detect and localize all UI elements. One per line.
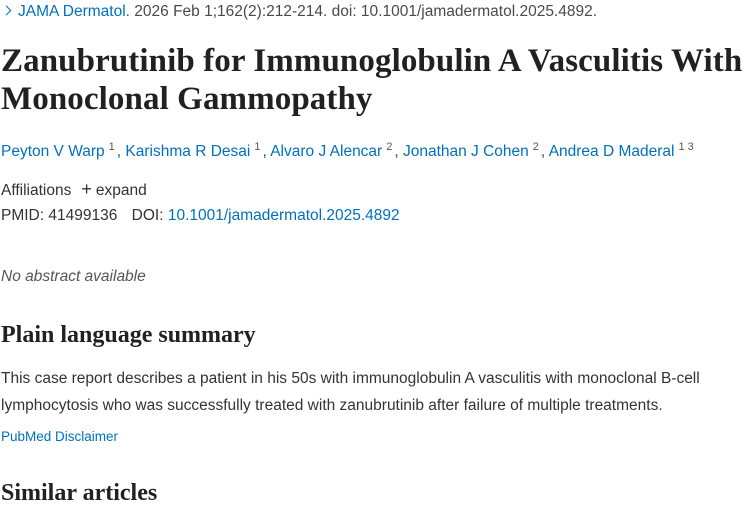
page-title: Zanubrutinib for Immunoglobulin A Vascul… xyxy=(1,43,743,117)
citation-details: 2026 Feb 1;162(2):212-214. doi: 10.1001/… xyxy=(134,3,598,20)
author-list: Peyton V Warp 1, Karishma R Desai 1, Alvar… xyxy=(1,141,694,160)
affiliation-ref[interactable]: 1 xyxy=(108,141,115,153)
affiliations-label: Affiliations xyxy=(1,182,72,199)
affiliations-toggle[interactable]: Affiliations + expand xyxy=(1,179,147,200)
author-link[interactable]: Karishma R Desai xyxy=(125,143,251,160)
author-link[interactable]: Jonathan J Cohen xyxy=(402,143,529,160)
doi-link[interactable]: 10.1001/jamadermatol.2025.4892 xyxy=(167,207,400,224)
pubmed-disclaimer-link[interactable]: PubMed Disclaimer xyxy=(1,429,119,444)
similar-articles-heading: Similar articles xyxy=(1,480,158,506)
citation: JAMA Dermatol. 2026 Feb 1;162(2):212-214… xyxy=(1,3,597,21)
plain-summary-heading: Plain language summary xyxy=(1,322,256,348)
plain-summary-text: This case report describes a patient in … xyxy=(1,370,700,414)
author-link[interactable]: Alvaro J Alencar xyxy=(270,143,383,160)
author-link[interactable]: Andrea D Maderal xyxy=(548,143,675,160)
doi-label: DOI: xyxy=(131,207,164,224)
affiliation-ref[interactable]: 1 3 xyxy=(678,141,694,153)
identifiers: PMID: 41499136 DOI: 10.1001/jamadermatol… xyxy=(1,207,400,225)
journal-link[interactable]: JAMA Dermatol. xyxy=(18,3,130,20)
affiliation-ref[interactable]: 1 xyxy=(254,141,261,153)
expand-label[interactable]: expand xyxy=(95,182,147,199)
affiliation-ref[interactable]: 2 xyxy=(386,141,393,153)
pmid-value: 41499136 xyxy=(48,207,118,224)
chevron-right-icon[interactable] xyxy=(1,5,12,16)
affiliation-ref[interactable]: 2 xyxy=(532,141,539,153)
author-link[interactable]: Peyton V Warp xyxy=(1,143,105,160)
pmid-label: PMID: xyxy=(1,207,45,224)
plus-icon: + xyxy=(81,179,92,199)
no-abstract-note: No abstract available xyxy=(1,268,146,285)
